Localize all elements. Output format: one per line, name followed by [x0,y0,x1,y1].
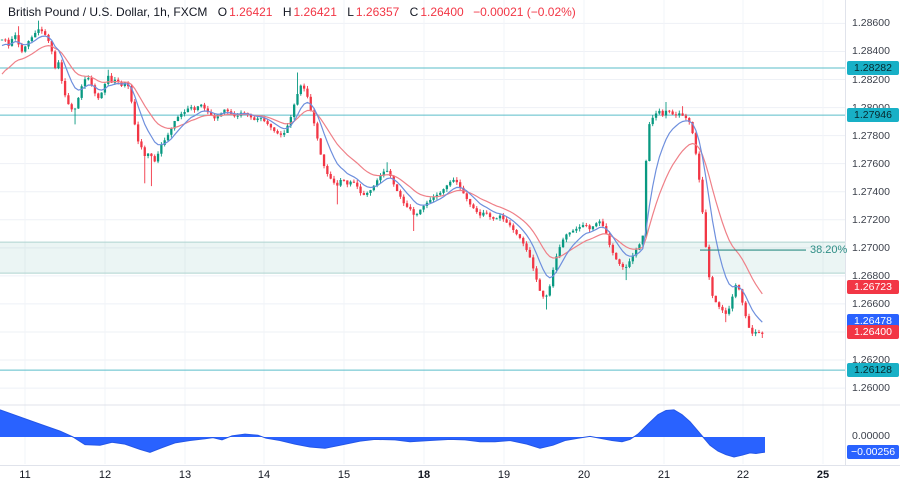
price-badge-blue: 1.26478 [847,314,899,329]
price-axis-label[interactable]: 1.26200 [852,354,890,367]
ma-fast-line[interactable] [1,35,763,323]
ma-slow-line[interactable] [1,44,763,295]
high-label: H [282,5,292,19]
candles [0,20,764,339]
open-value: 1.26421 [229,5,273,19]
price-axis-label[interactable]: 1.28600 [852,17,890,30]
price-axis-label[interactable]: 1.26000 [852,382,890,395]
open-label: O [217,5,228,19]
time-axis-label[interactable]: 12 [98,469,112,481]
time-axis-label[interactable]: 22 [736,469,750,481]
time-axis-label[interactable]: 13 [178,469,192,481]
time-axis-label[interactable]: 25 [816,469,830,481]
close-label: C [409,5,419,19]
price-badge-red: 1.26400 [847,324,899,339]
price-axis-label[interactable]: 1.27000 [852,241,890,254]
time-axis-label[interactable]: 15 [337,469,351,481]
time-axis-label[interactable]: 19 [497,469,511,481]
price-badge-red: 1.26723 [847,279,899,294]
price-axis-label[interactable]: 1.27400 [852,185,890,198]
price-badge-teal: 1.26128 [847,363,899,378]
high-value: 1.26421 [293,5,337,19]
price-axis-label[interactable]: 1.28200 [852,73,890,86]
low-value: 1.26357 [355,5,400,19]
price-axis-label[interactable]: 1.26600 [852,297,890,310]
time-axis-label[interactable]: 14 [257,469,271,481]
low-label: L [347,5,354,19]
symbol-title: British Pound / U.S. Dollar, 1h, FXCM [8,5,208,19]
price-badge-teal: 1.28282 [847,61,899,76]
price-axis-label[interactable]: 1.27200 [852,213,890,226]
price-axis-label[interactable]: 1.27600 [852,157,890,170]
fib-level-label: 38.20% [810,244,848,257]
price-axis-label[interactable]: 1.27800 [852,129,890,142]
time-axis-label[interactable]: 21 [657,469,671,481]
price-axis-label[interactable]: 1.26800 [852,269,890,282]
time-axis-label[interactable]: 20 [577,469,591,481]
oscillator-zero-label[interactable]: 0.00000 [852,430,890,442]
time-axis-label[interactable]: 18 [417,469,431,481]
change-value: −0.00021 (−0.02%) [473,5,576,19]
close-value: 1.26400 [420,5,464,19]
price-badge-teal: 1.27946 [847,108,899,123]
oscillator-value-badge: −0.00256 [847,445,899,460]
price-axis-label[interactable]: 1.28400 [852,45,890,58]
oscillator-line [0,409,766,458]
time-axis-label[interactable]: 11 [19,469,31,481]
fib-band [0,242,845,274]
